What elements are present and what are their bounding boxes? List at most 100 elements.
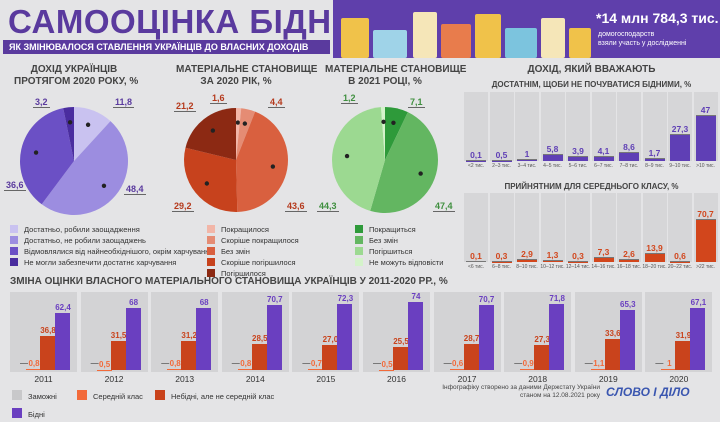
slice-marker xyxy=(381,120,385,124)
slice-marker xyxy=(391,121,395,125)
bar-value: 70,7 xyxy=(475,295,499,304)
pie1-label: 3,2 xyxy=(33,97,50,108)
legend-item: Погіршиться xyxy=(355,246,443,257)
bar-value: 74 xyxy=(404,292,428,301)
category-label: 6–8 тис. xyxy=(489,264,515,270)
bar-13 xyxy=(591,369,606,370)
legend-swatch xyxy=(12,408,22,418)
category-label: 8–9 тис. xyxy=(642,163,668,169)
legend-label: Небідні, але не середній клас xyxy=(171,392,274,401)
legend-label: Покращилося xyxy=(221,225,269,234)
bar-13 xyxy=(450,369,465,370)
bar-value: 70,7 xyxy=(696,209,716,220)
slice-marker xyxy=(205,181,209,185)
bar-value: 1 xyxy=(517,149,537,160)
bar xyxy=(645,254,665,262)
bar-13 xyxy=(167,369,182,370)
category-label: 9–10 тис. xyxy=(667,163,693,169)
slice-marker xyxy=(102,184,106,188)
legend-swatch xyxy=(355,258,363,266)
pie2-label: 1,6 xyxy=(210,93,227,104)
category-label: 14–16 тис. xyxy=(591,264,617,270)
legend-label: Погіршиться xyxy=(369,247,413,256)
bar-5 xyxy=(408,302,423,370)
bar-29 xyxy=(393,347,408,370)
legend-label: Скоріше погіршилося xyxy=(221,258,296,267)
bar xyxy=(568,157,588,161)
legend-label: Достатньо, робили заощадження xyxy=(24,225,140,234)
bar-value: 67,1 xyxy=(686,298,710,307)
income-title: ДОХІД, ЯКИЙ ВВАЖАЮТЬ xyxy=(463,64,720,76)
legend-swatch xyxy=(355,236,363,244)
bar-13 xyxy=(308,369,323,370)
bar-5 xyxy=(620,310,635,370)
bar xyxy=(517,260,537,262)
category-label: >22 тис. xyxy=(693,264,719,270)
house-icon xyxy=(569,28,591,58)
category-label: 12–14 тис. xyxy=(565,264,591,270)
bar-29 xyxy=(464,344,479,370)
bar-value: 0,6 xyxy=(670,251,690,262)
bar-value: 13,9 xyxy=(645,243,665,254)
legend-item: Середній клас xyxy=(77,390,155,402)
year-label: 2014 xyxy=(222,374,289,384)
legend-label: Середній клас xyxy=(93,392,143,401)
bar-value: 0,5 xyxy=(492,150,512,161)
legend-item: Скоріше погіршилося xyxy=(207,257,299,268)
bar-29 xyxy=(111,341,126,370)
category-label: 16–18 тис. xyxy=(616,264,642,270)
legend-swatch xyxy=(12,390,22,400)
slice-marker xyxy=(243,121,247,125)
category-label: 6–7 тис. xyxy=(591,163,617,169)
category-label: 5–6 тис. xyxy=(565,163,591,169)
house-icon xyxy=(541,18,565,58)
bar-5 xyxy=(690,308,705,370)
bar-value: 27,3 xyxy=(670,124,690,135)
pie2-label: 21,2 xyxy=(174,101,196,112)
yearly-legend: Заможні Середній клас Небідні, але не сере… xyxy=(12,386,312,422)
year-label: 2012 xyxy=(81,374,148,384)
bar-value: 72,3 xyxy=(333,294,357,303)
bar xyxy=(696,220,716,262)
bar-5 xyxy=(196,308,211,370)
legend-item: Не могли забезпечити достатнє харчування xyxy=(10,257,213,268)
pie1-label: 36,6 xyxy=(4,180,26,191)
legend-swatch xyxy=(155,390,165,400)
income-middle-subtitle: ПРИЙНЯТНИМ ДЛЯ СЕРЕДНЬОГО КЛАСУ, % xyxy=(463,182,720,191)
year-label: 2015 xyxy=(292,374,359,384)
house-icon xyxy=(505,28,537,58)
legend-label: Бідні xyxy=(28,410,45,419)
legend-swatch xyxy=(207,258,215,266)
bar-value: 0,1 xyxy=(466,251,486,262)
legend-label: Заможні xyxy=(28,392,57,401)
legend-swatch xyxy=(207,225,215,233)
bar xyxy=(543,155,563,161)
bar-value: 4,1 xyxy=(594,146,614,157)
legend-swatch xyxy=(10,225,18,233)
source-line: Інфографіку створено за даними Держстату… xyxy=(392,384,600,392)
category-label: <2 тис. xyxy=(463,163,489,169)
brand-logo: СЛОВО І ДІЛО xyxy=(606,385,690,399)
category-label: <6 тис. xyxy=(463,264,489,270)
bar-value: 3,9 xyxy=(568,146,588,157)
slice-marker xyxy=(211,128,215,132)
bar-13 xyxy=(661,369,676,370)
legend-label: Без змін xyxy=(369,236,398,245)
bar xyxy=(619,260,639,262)
bar-29 xyxy=(675,341,690,370)
bar-value: 5,8 xyxy=(543,144,563,155)
legend-swatch xyxy=(207,236,215,244)
legend-swatch xyxy=(10,258,18,266)
bar xyxy=(696,116,716,161)
legend-label: Скоріше покращилося xyxy=(221,236,299,245)
bar-value: 68 xyxy=(192,298,216,307)
pie2-label: 43,6 xyxy=(285,201,307,212)
legend-item: Достатньо, не робили заощаджень xyxy=(10,235,213,246)
bar-value: 0,1 xyxy=(466,150,486,161)
bar-value: 65,3 xyxy=(616,300,640,309)
bar-5 xyxy=(126,308,141,370)
pie2-label: 29,2 xyxy=(172,201,194,212)
bar-value: 8,6 xyxy=(619,142,639,153)
